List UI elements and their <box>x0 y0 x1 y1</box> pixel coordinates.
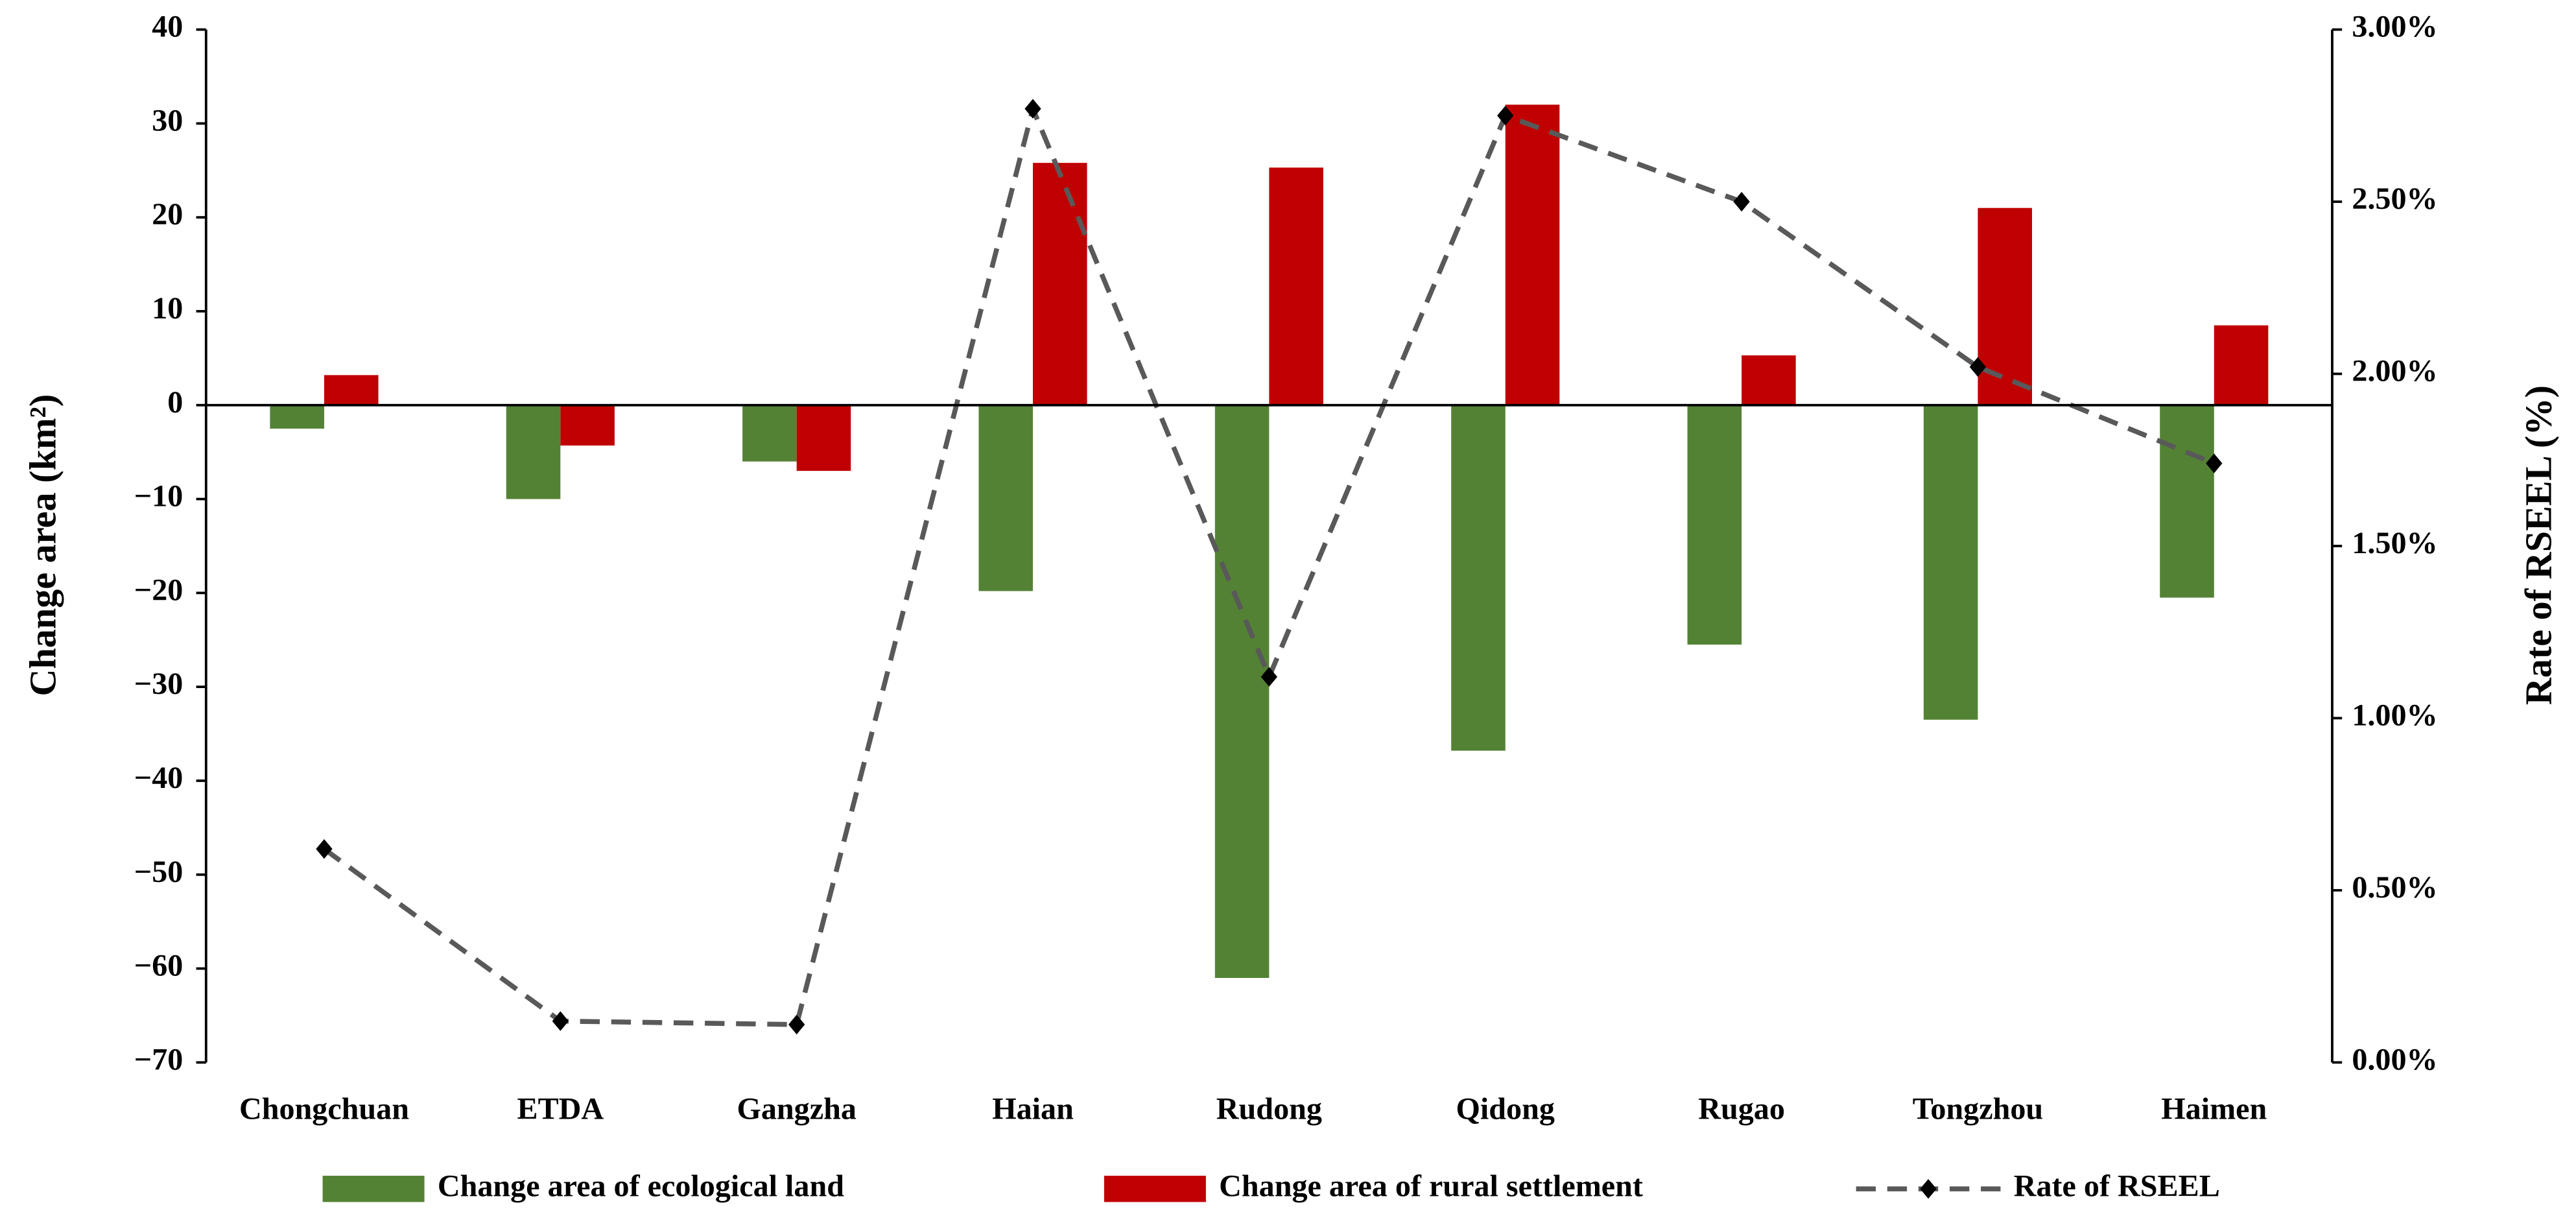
y2-axis-label: Rate of RSEEL (%) <box>2517 385 2559 705</box>
line-marker <box>1969 357 1987 377</box>
legend-marker <box>1920 1179 1937 1199</box>
bar <box>1923 405 1978 720</box>
line-marker <box>1260 667 1278 687</box>
bar <box>324 375 379 405</box>
line-marker <box>788 1014 805 1035</box>
x-tick-label: Haian <box>992 1091 1074 1126</box>
bar <box>1978 208 2032 405</box>
line-marker <box>1733 191 1750 212</box>
y-tick-label: 20 <box>152 197 183 232</box>
bar <box>2214 325 2269 405</box>
bar <box>560 405 615 446</box>
y2-tick-label: 0.50% <box>2352 870 2437 905</box>
bar <box>506 405 561 499</box>
y-tick-label: 40 <box>152 10 183 44</box>
line-marker <box>552 1011 569 1031</box>
x-tick-label: Rugao <box>1698 1091 1785 1126</box>
bar <box>2160 405 2214 598</box>
bar <box>742 405 797 462</box>
y-tick-label: 10 <box>152 291 183 326</box>
x-tick-label: Rudong <box>1216 1091 1322 1126</box>
y2-tick-label: 1.50% <box>2352 526 2437 560</box>
y-tick-label: −70 <box>134 1042 183 1076</box>
y-tick-label: −60 <box>134 949 183 983</box>
y-tick-label: 30 <box>152 103 183 137</box>
bar <box>978 405 1034 591</box>
x-tick-label: Chongchuan <box>239 1091 409 1126</box>
legend-label: Change area of rural settlement <box>1219 1169 1643 1203</box>
line-marker <box>2206 453 2223 473</box>
y-tick-label: −20 <box>134 573 183 607</box>
bar <box>796 405 851 471</box>
line-marker <box>1024 99 1041 119</box>
legend-label: Rate of RSEEL <box>2014 1169 2220 1203</box>
bar <box>1033 163 1087 405</box>
bar <box>1269 167 1323 405</box>
y-tick-label: −30 <box>134 667 183 701</box>
bar <box>270 405 324 429</box>
legend-label: Change area of ecological land <box>438 1169 844 1203</box>
y2-tick-label: 2.50% <box>2352 182 2437 216</box>
y-axis-label: Change area (km²) <box>22 394 64 696</box>
x-tick-label: Haimen <box>2161 1091 2267 1126</box>
bar <box>1214 405 1270 979</box>
y-tick-label: −10 <box>134 479 183 514</box>
y2-tick-label: 0.00% <box>2352 1042 2437 1076</box>
x-tick-label: ETDA <box>517 1091 604 1126</box>
y-tick-label: −50 <box>134 855 183 889</box>
bar <box>1687 405 1742 645</box>
line-marker <box>316 838 333 859</box>
y-tick-label: −40 <box>134 761 183 795</box>
bar <box>1451 405 1506 751</box>
x-tick-label: Qidong <box>1456 1091 1555 1126</box>
y-tick-label: 0 <box>167 385 183 420</box>
y2-tick-label: 1.00% <box>2352 698 2437 732</box>
legend-swatch <box>322 1176 425 1202</box>
legend-swatch <box>1104 1176 1206 1202</box>
bar <box>1505 104 1560 405</box>
x-tick-label: Gangzha <box>737 1091 856 1126</box>
x-tick-label: Tongzhou <box>1913 1091 2043 1126</box>
bar <box>1742 355 1796 405</box>
y2-tick-label: 2.00% <box>2352 354 2437 388</box>
y2-tick-label: 3.00% <box>2352 10 2437 44</box>
